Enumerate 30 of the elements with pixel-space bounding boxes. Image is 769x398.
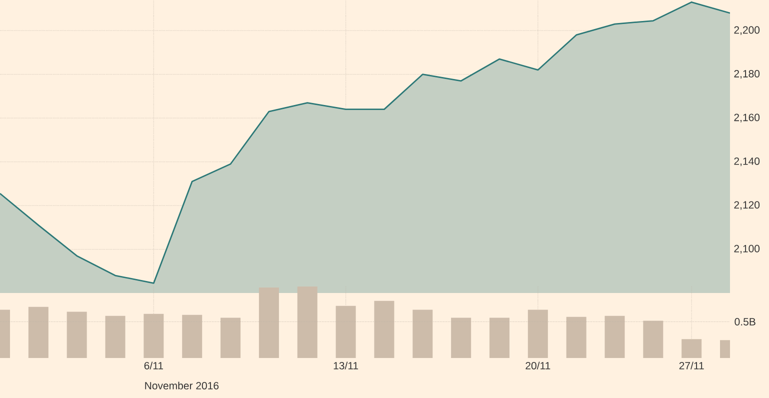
bar <box>66 312 87 358</box>
bar <box>604 316 625 358</box>
y-tick-label: 2,140 <box>734 157 760 166</box>
bar <box>220 318 241 358</box>
bar <box>105 316 126 358</box>
x-tick-label: 13/11 <box>334 362 358 370</box>
bar <box>182 314 202 358</box>
x-tick-label: 6/11 <box>144 362 164 370</box>
bar <box>489 318 510 358</box>
bar <box>682 339 702 358</box>
bar <box>528 310 548 358</box>
bar <box>144 314 164 358</box>
x-tick-label: 27/11 <box>679 362 704 370</box>
bar <box>258 288 279 358</box>
bar <box>643 320 664 358</box>
bar <box>412 310 433 358</box>
x-axis-title: November 2016 <box>145 382 219 390</box>
y-tick-label: 2,200 <box>734 26 760 35</box>
x-tick-label: 20/11 <box>526 362 550 370</box>
bar <box>297 286 318 358</box>
y-tick-label: 2,160 <box>734 114 760 122</box>
y-tick-label: 2,100 <box>734 244 760 254</box>
bar <box>566 316 586 358</box>
bar <box>336 306 356 358</box>
y-tick-label: 2,120 <box>734 201 760 210</box>
bar <box>451 318 472 358</box>
bar <box>28 306 48 358</box>
bar <box>374 300 394 358</box>
y-tick-label: 2,180 <box>734 70 760 79</box>
ref-line-label: 0.5B <box>734 318 756 326</box>
